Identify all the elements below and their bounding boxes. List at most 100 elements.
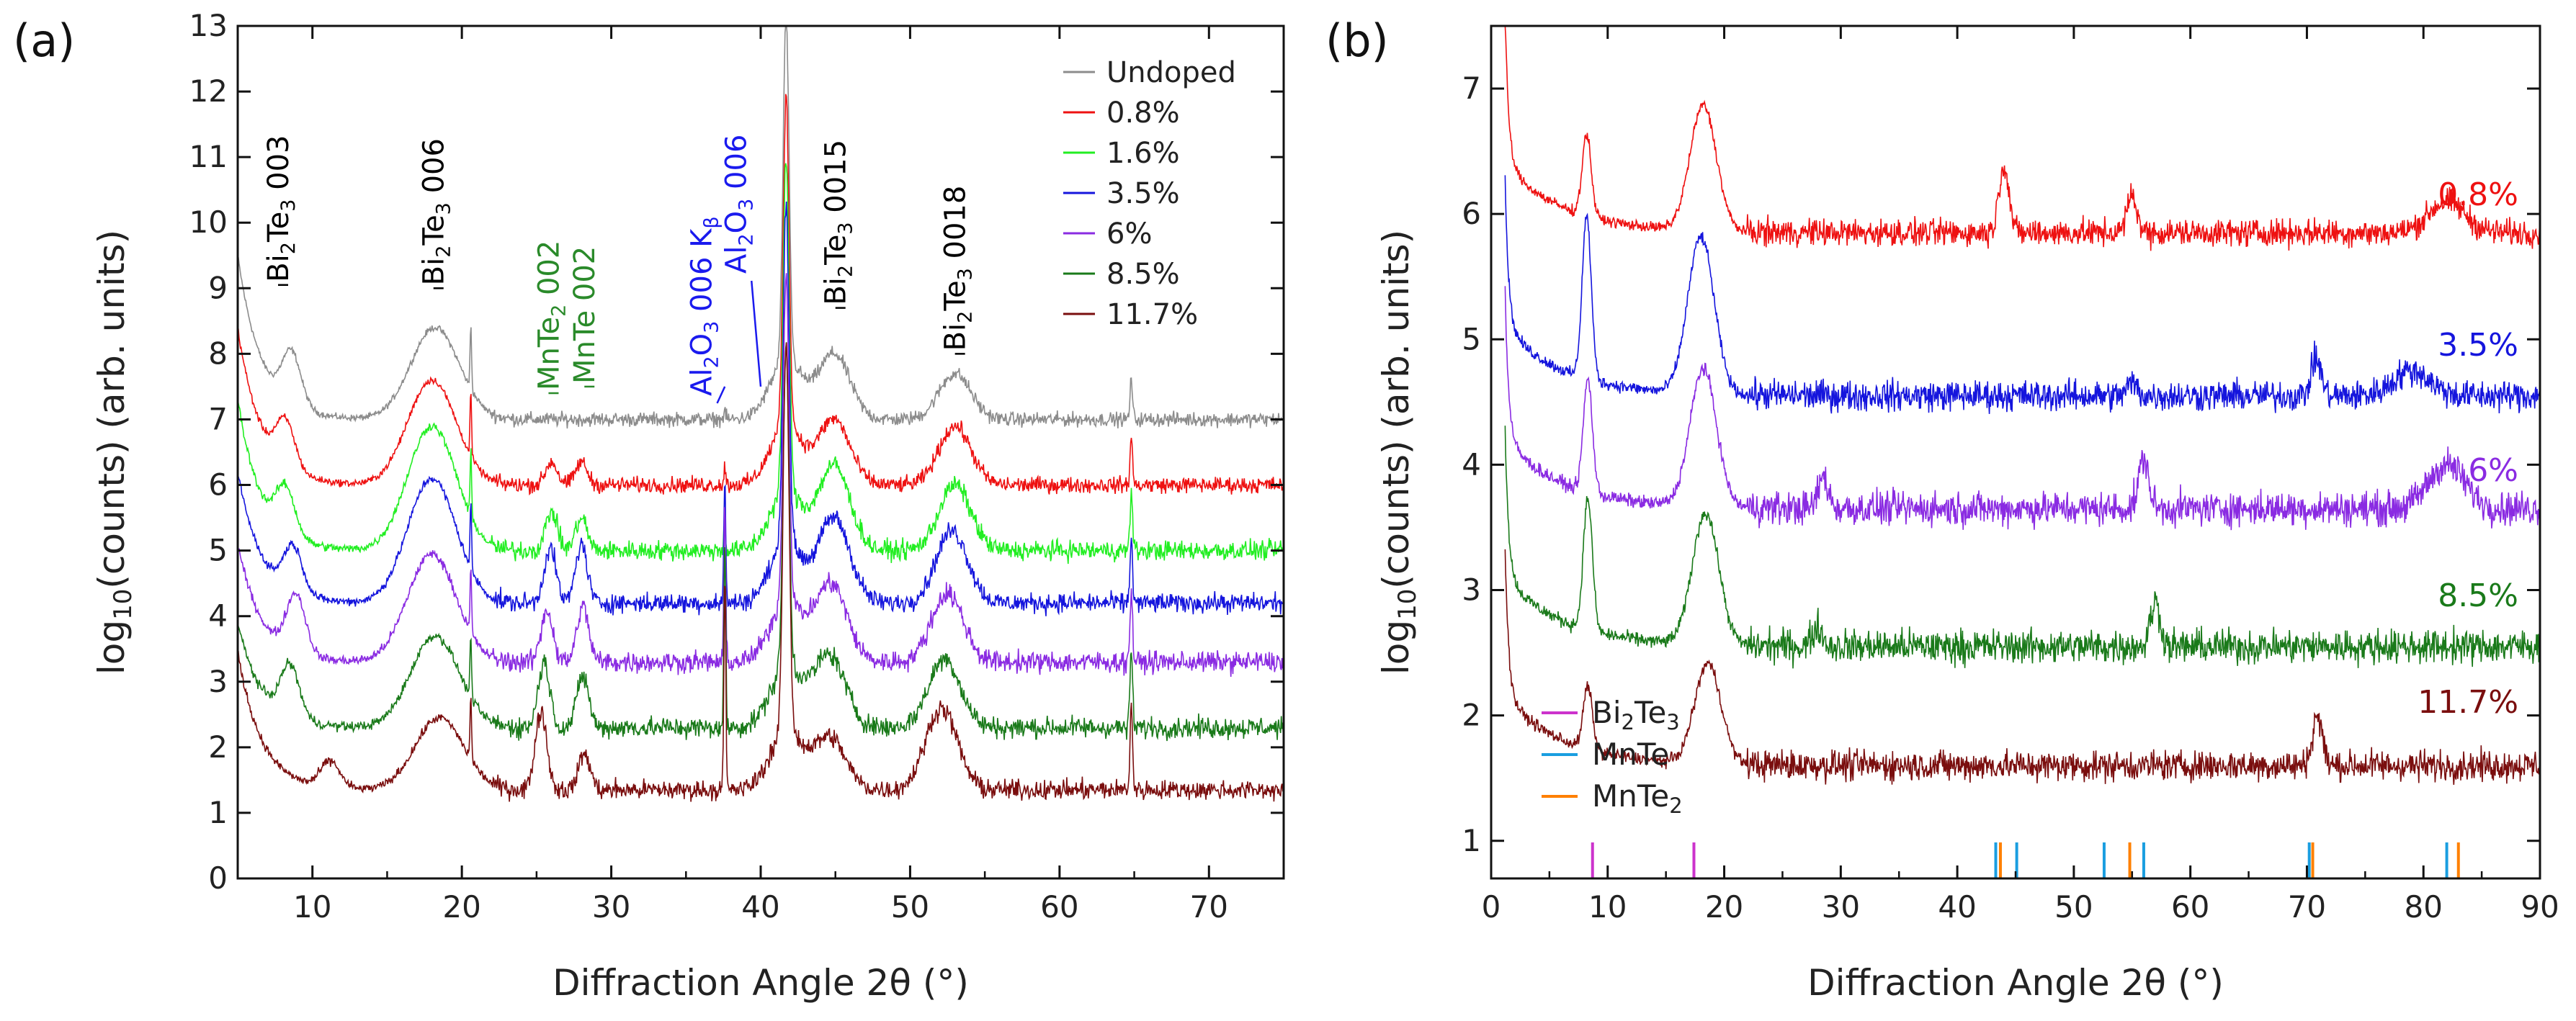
panel-b-series-labels: 0.8% 3.5% 6% 8.5% 11.7% — [2418, 176, 2518, 721]
panel-a-annotation: Al2​O3​ 006 Kβ​ — [686, 216, 726, 404]
panel-b-x-tick-label: 10 — [1588, 889, 1627, 925]
panel-b-reference-lines — [1591, 842, 2460, 878]
panel-b-y-axis-title: log10(counts) (arb. units) — [1375, 230, 1422, 675]
panel-b-y-tick-label: 4 — [1462, 446, 1481, 482]
panel-a-x-tick-label: 30 — [592, 889, 630, 925]
panel-a-annotation-label: MnTe2​ 002 — [532, 240, 570, 390]
panel-b: (b) 0 10 20 30 40 50 60 70 80 90 1 2 3 4 5 6 7 0.8% 3.5% 6… — [1325, 14, 2559, 1004]
panel-b-series-label: 11.7% — [2418, 684, 2518, 721]
panel-a-series-6pct — [237, 273, 1284, 678]
panel-b-x-tick-label: 20 — [1705, 889, 1743, 925]
panel-a-legend-item: 3.5% — [1063, 177, 1180, 210]
panel-b-y-tick-label: 3 — [1462, 572, 1481, 608]
panel-b-legend-item: MnTe — [1542, 737, 1669, 772]
panel-b-series-8-5pct — [1504, 426, 2541, 669]
panel-a-legend-label: 0.8% — [1106, 96, 1180, 130]
panel-b-x-tick-label: 40 — [1938, 889, 1976, 925]
panel-a-x-tick-label: 70 — [1190, 889, 1228, 925]
panel-a-annotation: Al2​O3​ 006 — [720, 135, 762, 387]
panel-a-series-Undoped — [237, 25, 1284, 429]
panel-a-annotation-label: MnTe 002 — [568, 246, 601, 384]
panel-b-legend-item: MnTe2​ — [1542, 778, 1683, 818]
panel-b-x-tick-label: 50 — [2054, 889, 2093, 925]
panel-a-legend-item: 1.6% — [1063, 137, 1180, 170]
panel-b-series-6pct — [1504, 286, 2541, 531]
panel-a-y-tick-label: 3 — [208, 664, 228, 699]
panel-a-annotation: Bi2​Te3​ 003 — [262, 135, 300, 287]
panel-b-legend-label: Bi2​Te3​ — [1592, 695, 1680, 734]
panel-a-legend-label: 8.5% — [1106, 258, 1180, 291]
panel-a-legend-item: 6% — [1063, 217, 1152, 251]
panel-b-series-3-5pct — [1504, 175, 2541, 414]
panel-a-x-tick-label: 60 — [1040, 889, 1078, 925]
panel-b-series-0-8pct — [1504, 25, 2541, 251]
panel-b-y-tick-label: 5 — [1462, 321, 1481, 356]
panel-b-axes: 0 10 20 30 40 50 60 70 80 90 1 2 3 4 5 6 7 — [1462, 26, 2559, 925]
panel-a-legend-item: 0.8% — [1063, 96, 1180, 130]
panel-b-series-label: 3.5% — [2438, 327, 2518, 364]
panel-b-x-tick-label: 0 — [1482, 889, 1501, 925]
panel-b-legend: Bi2​Te3​MnTe MnTe2​ — [1542, 695, 1683, 818]
panel-a-annotation-label: Al2​O3​ 006 Kβ​ — [686, 216, 723, 396]
panel-a-x-tick-label: 20 — [442, 889, 480, 925]
panel-a-annotation-label: Bi2​Te3​ 0015 — [820, 140, 857, 305]
panel-a-y-tick-label: 10 — [189, 204, 228, 240]
panel-a-legend-label: 11.7% — [1106, 298, 1198, 331]
panel-a-annotation: Bi2​Te3​ 006 — [418, 138, 455, 289]
panel-a-legend-item: 8.5% — [1063, 258, 1180, 291]
panel-b-x-tick-label: 90 — [2521, 889, 2559, 925]
panel-a-x-tick-label: 50 — [891, 889, 929, 925]
panel-a-x-axis-title: Diffraction Angle 2θ (°) — [553, 962, 969, 1004]
panel-a-y-tick-label: 6 — [208, 467, 228, 503]
panel-b-y-tick-label: 1 — [1462, 823, 1481, 858]
panel-b-x-tick-label: 80 — [2404, 889, 2442, 925]
panel-b-x-tick-label: 30 — [1822, 889, 1860, 925]
panel-a-annotation: MnTe2​ 002 — [532, 240, 570, 395]
panel-a-y-tick-label: 11 — [189, 139, 228, 174]
panel-a-annotation: Bi2​Te3​ 0015 — [820, 140, 857, 309]
panel-b-legend-label: MnTe2​ — [1592, 778, 1683, 818]
panel-a-legend-label: 1.6% — [1106, 137, 1180, 170]
panel-a-series-3-5pct — [237, 201, 1284, 616]
panel-a-y-tick-label: 12 — [189, 73, 228, 109]
panel-a-y-tick-label: 9 — [208, 270, 228, 305]
panel-a-annotation-label: Bi2​Te3​ 006 — [418, 138, 455, 285]
panel-a-series-8-5pct — [237, 342, 1284, 742]
panel-a-legend-item: Undoped — [1063, 56, 1236, 89]
panel-a-y-tick-label: 4 — [208, 598, 228, 634]
panel-b-label: (b) — [1325, 14, 1389, 67]
panel-a-y-tick-label: 13 — [189, 8, 228, 43]
panel-b-y-tick-label: 6 — [1462, 196, 1481, 231]
panel-a-legend-item: 11.7% — [1063, 298, 1198, 331]
panel-b-legend-label: MnTe — [1592, 737, 1669, 772]
panel-b-series-group — [1504, 25, 2541, 786]
panel-a-x-tick-label: 40 — [741, 889, 779, 925]
panel-b-x-tick-label: 60 — [2171, 889, 2209, 925]
panel-a-y-tick-label: 5 — [208, 533, 228, 568]
panel-b-series-label: 0.8% — [2438, 176, 2518, 213]
panel-a-annotation: MnTe 002 — [568, 246, 601, 388]
panel-b-x-tick-label: 70 — [2288, 889, 2326, 925]
panel-a-series-group — [237, 25, 1284, 802]
panel-a-annotation-label: Bi2​Te3​ 003 — [262, 135, 300, 282]
panel-b-y-tick-label: 2 — [1462, 698, 1481, 733]
panel-a-y-tick-label: 1 — [208, 795, 228, 830]
panel-a-legend-label: 3.5% — [1106, 177, 1180, 210]
panel-a-series-1-6pct — [237, 163, 1284, 565]
panel-a-series-11-7pct — [237, 342, 1284, 802]
panel-b-x-axis-title: Diffraction Angle 2θ (°) — [1807, 962, 2224, 1004]
panel-a-annotation: Bi2​Te3​ 0018 — [939, 186, 977, 355]
panel-b-series-label: 6% — [2468, 452, 2518, 489]
panel-b-y-tick-label: 7 — [1462, 71, 1481, 106]
panel-a-x-tick-label: 10 — [293, 889, 331, 925]
panel-a-legend-label: Undoped — [1106, 56, 1236, 89]
panel-a: (a) Bi2​Te3​ 003 Bi2​Te3​ 006 MnTe2​ 002Mn… — [13, 8, 1285, 1004]
panel-a-y-tick-label: 0 — [208, 860, 228, 896]
panel-a-legend: Undoped 0.8% 1.6% 3.5% 6% 8.5% 11.7% — [1063, 56, 1236, 331]
panel-a-y-tick-label: 8 — [208, 336, 228, 371]
panel-a-label: (a) — [13, 14, 75, 67]
panel-a-y-tick-label: 7 — [208, 401, 228, 436]
